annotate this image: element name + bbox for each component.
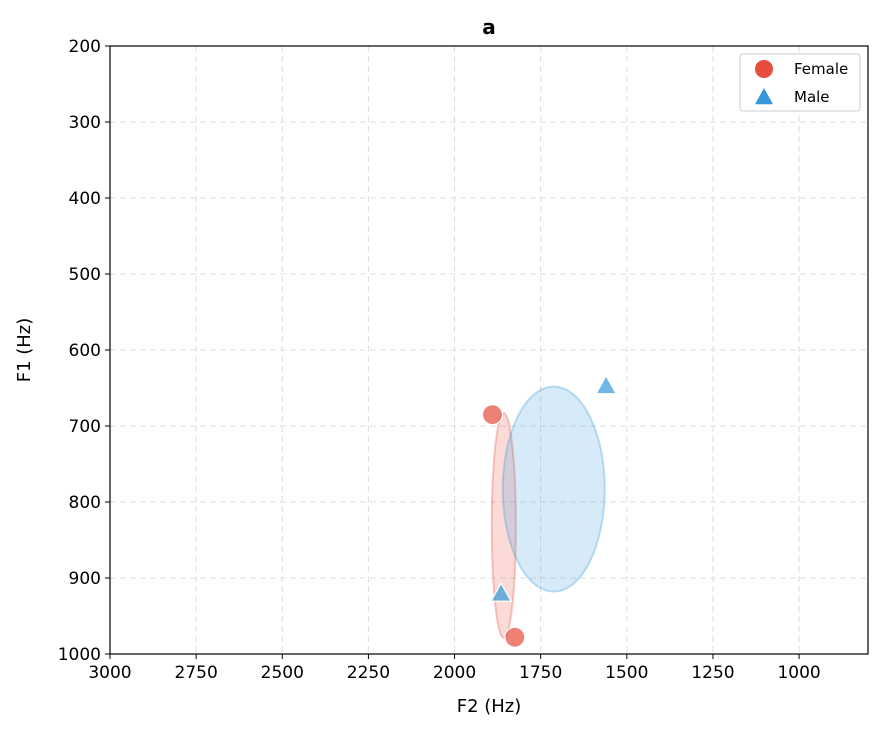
- x-tick-label: 1500: [605, 663, 648, 683]
- legend-marker-male: [755, 88, 773, 105]
- x-tick-label: 1750: [519, 663, 562, 683]
- x-tick-label: 3000: [88, 663, 131, 683]
- x-axis-ticks: 3000 2750 2500 2250 2000 1750 1500 1250 1000: [88, 654, 821, 683]
- male-point: [595, 374, 618, 395]
- y-tick-label: 500: [69, 265, 101, 285]
- data-points: [481, 374, 618, 648]
- x-tick-label: 2000: [433, 663, 476, 683]
- y-tick-label: 400: [69, 189, 101, 209]
- legend-label-male: Male: [794, 88, 830, 106]
- y-tick-label: 600: [69, 341, 101, 361]
- y-tick-label: 1000: [58, 645, 101, 665]
- male-point: [490, 581, 513, 602]
- y-axis-ticks: 200 300 400 500 600 700 800 900 1000: [58, 37, 110, 665]
- y-tick-label: 800: [69, 493, 101, 513]
- confidence-ellipses: [490, 385, 606, 640]
- x-axis-label: F2 (Hz): [457, 696, 522, 717]
- x-tick-label: 1250: [691, 663, 734, 683]
- legend: Female Male: [739, 53, 861, 112]
- legend-label-female: Female: [794, 60, 848, 78]
- y-tick-label: 900: [69, 569, 101, 589]
- legend-marker-female: [755, 60, 773, 78]
- y-axis-label: F1 (Hz): [14, 318, 35, 383]
- chart-title: a: [482, 15, 496, 39]
- x-tick-label: 2250: [347, 663, 390, 683]
- y-tick-label: 700: [69, 417, 101, 437]
- x-tick-label: 1000: [777, 663, 820, 683]
- female-point: [504, 626, 526, 648]
- x-tick-label: 2750: [175, 663, 218, 683]
- y-tick-label: 200: [69, 37, 101, 57]
- y-tick-label: 300: [69, 113, 101, 133]
- x-tick-label: 2500: [261, 663, 304, 683]
- male-ellipse: [501, 385, 606, 593]
- female-ellipse: [490, 412, 517, 640]
- female-point: [481, 404, 504, 426]
